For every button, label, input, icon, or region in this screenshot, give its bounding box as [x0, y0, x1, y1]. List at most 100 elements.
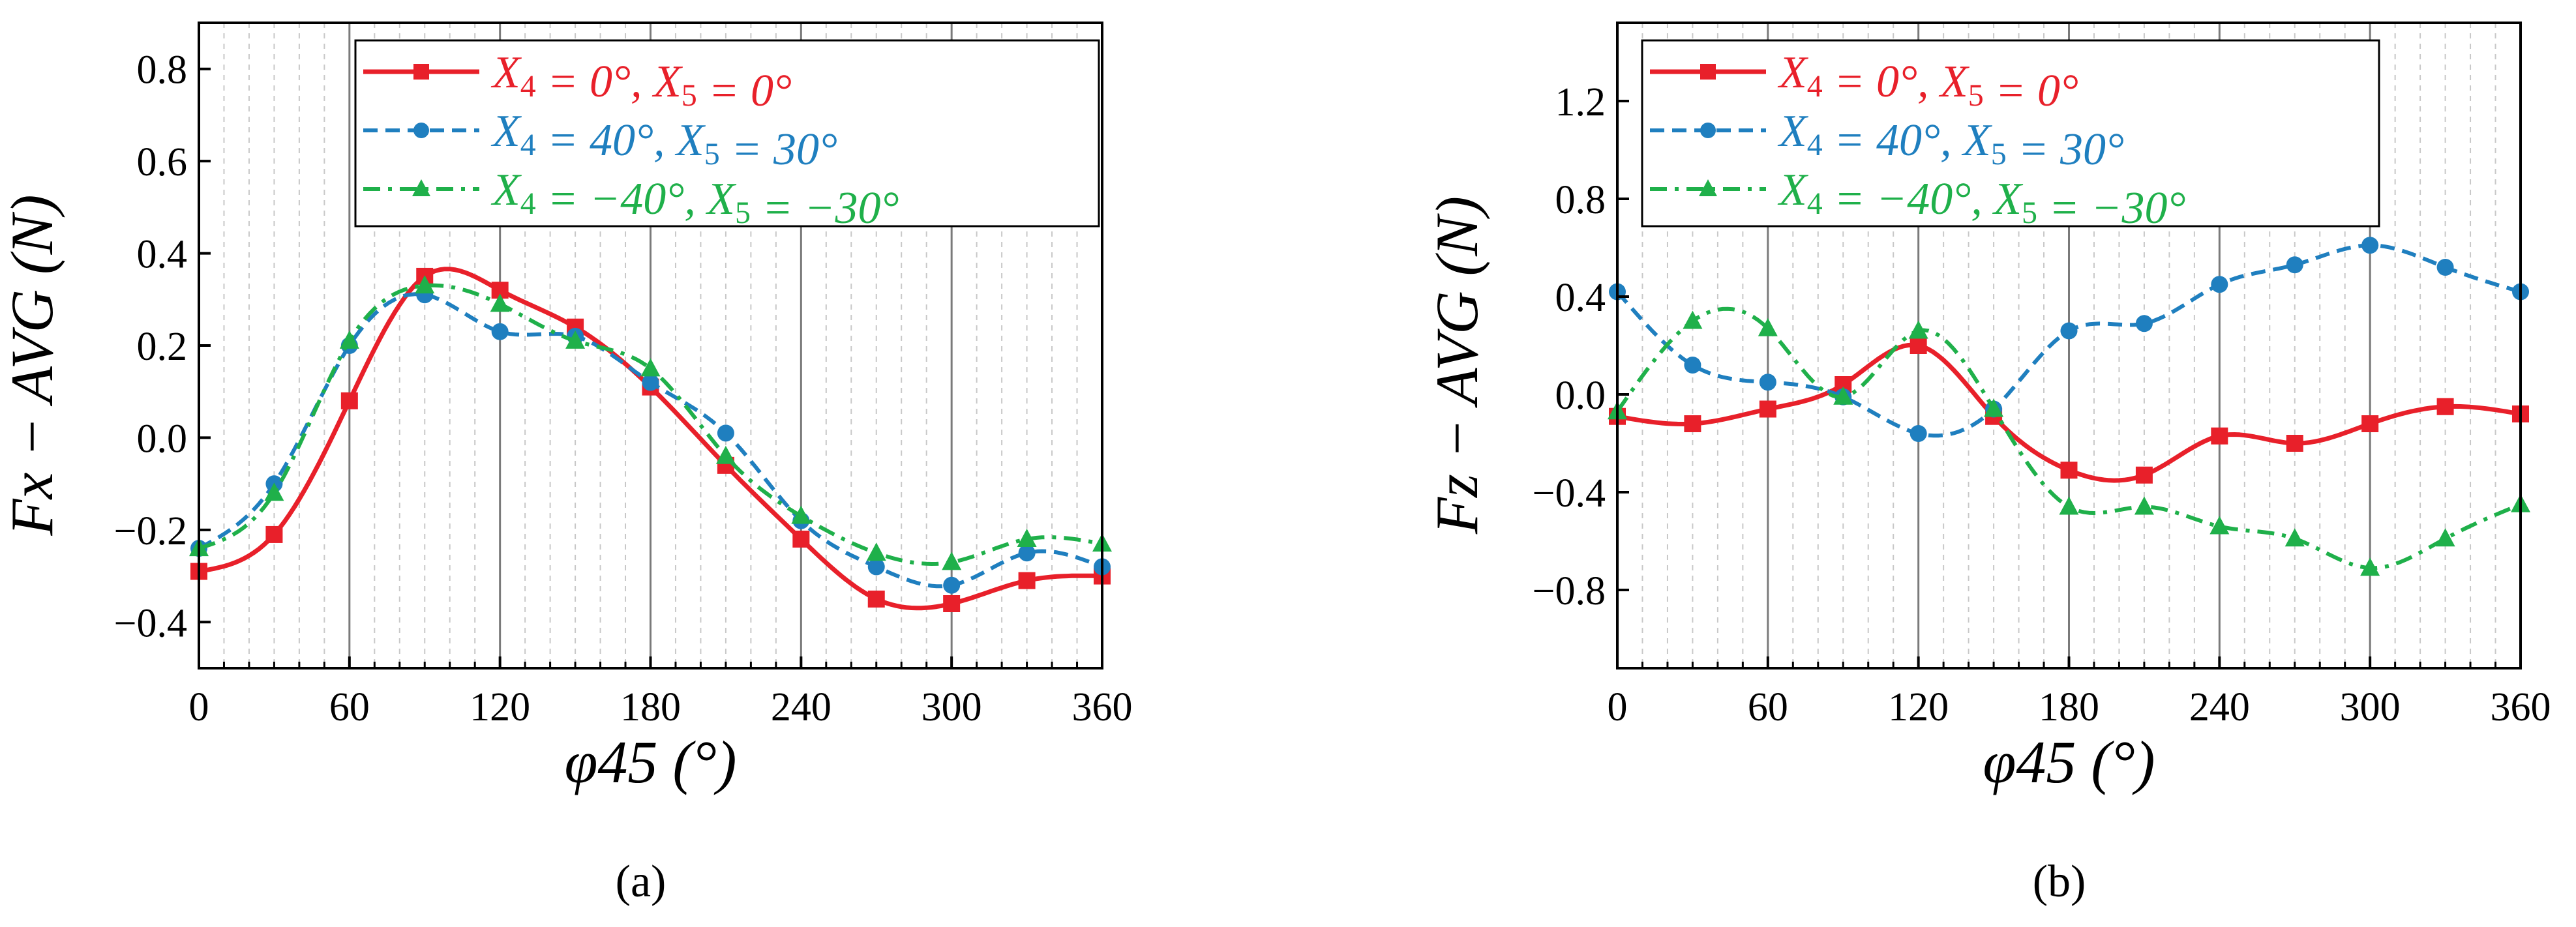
legend-text-part: X — [651, 57, 683, 107]
data-point — [2211, 276, 2228, 293]
legend-text-part: 5 — [1991, 137, 2007, 171]
data-point — [2436, 398, 2454, 415]
legend-text-part: 4 — [1807, 186, 1823, 221]
data-point — [2361, 415, 2379, 432]
legend-text-part: 5 — [704, 137, 720, 171]
y-tick-label: 0.4 — [1555, 276, 1606, 320]
legend-text-part: 4 — [520, 69, 536, 104]
legend-text-part: = −40°, — [1823, 174, 1994, 224]
x-tick-label: 240 — [771, 685, 831, 729]
data-point — [339, 330, 359, 349]
y-tick-label: 0.0 — [1555, 374, 1606, 418]
x-axis-title: φ45 (°) — [565, 729, 737, 795]
data-point — [2135, 315, 2153, 332]
y-tick-label: −0.2 — [114, 509, 187, 553]
x-tick-label: 60 — [329, 685, 370, 729]
data-point — [1759, 374, 1776, 391]
data-point — [1684, 357, 1701, 374]
legend-text-part: X — [1777, 165, 1809, 215]
legend-text-part: = 30° — [720, 125, 837, 175]
legend-label-2: X4 = −40°, X5 = −30° — [490, 165, 899, 233]
data-point — [1758, 317, 1778, 336]
legend-text-part: 5 — [681, 78, 697, 113]
data-point — [717, 424, 734, 442]
legend-text-part: X — [490, 165, 522, 215]
x-tick-label: 120 — [470, 685, 530, 729]
data-point — [640, 358, 661, 377]
y-tick-label: 0.8 — [1555, 178, 1606, 222]
data-point — [792, 531, 810, 548]
legend-text-part: X — [1938, 57, 1970, 107]
x-tick-label: 0 — [189, 685, 209, 729]
data-point — [1908, 320, 1928, 339]
data-point — [2435, 528, 2455, 547]
data-point — [491, 323, 509, 340]
x-tick-label: 360 — [2491, 685, 2551, 729]
chart-panel-a: 0 60 120 180 240 300 360 −0.4 −0.2 0.0 0.2 0.4 0.6 0.… — [0, 22, 1133, 907]
legend-text-part: = 0°, — [1823, 57, 1940, 107]
data-point — [1910, 337, 1927, 354]
legend-text-part: = 30° — [2007, 125, 2124, 175]
legend-text-part: = −30° — [2037, 183, 2185, 233]
legend-marker — [1700, 64, 1716, 80]
legend-text-part: = 0° — [697, 66, 792, 116]
legend-label-2: X4 = −40°, X5 = −30° — [1777, 165, 2185, 233]
data-point — [2360, 557, 2380, 576]
legend-label-1: X4 = 40°, X5 = 30° — [490, 106, 837, 175]
data-point — [415, 275, 435, 294]
data-point — [791, 505, 811, 524]
data-point — [2361, 237, 2379, 254]
legend-text-part: 4 — [1807, 128, 1823, 162]
data-point — [866, 542, 886, 561]
legend-label-0: X4 = 0°, X5 = 0° — [1777, 48, 2078, 116]
legend-text-part: 5 — [1968, 78, 1984, 113]
legend-text-part: X — [1961, 115, 1993, 166]
legend: X4 = 0°, X5 = 0°X4 = 40°, X5 = 30°X4 = −… — [354, 39, 1100, 233]
y-tick-label: 0.8 — [137, 48, 188, 93]
legend-text-part: = 0° — [1984, 66, 2078, 116]
data-point — [2286, 435, 2303, 452]
legend-text-part: = 0°, — [536, 57, 653, 107]
x-tick-label: 60 — [1748, 685, 1788, 729]
legend-text-part: = 40°, — [1823, 115, 1963, 166]
x-tick-label: 180 — [2039, 685, 2099, 729]
legend-marker — [1700, 123, 1716, 138]
data-point — [1984, 398, 2004, 417]
legend-text-part: X — [1777, 106, 1809, 156]
legend-text-part: X — [490, 106, 522, 156]
x-tick-label: 240 — [2189, 685, 2250, 729]
data-point — [2209, 516, 2230, 535]
panel-label: (a) — [616, 857, 666, 907]
y-tick-label: −0.4 — [1533, 471, 1606, 516]
data-point — [2284, 528, 2305, 547]
x-axis-title: φ45 (°) — [1983, 729, 2155, 795]
data-point — [2286, 256, 2303, 274]
legend-text-part: = 40°, — [536, 115, 676, 166]
y-tick-label: 0.0 — [137, 417, 188, 461]
legend-marker — [413, 123, 429, 138]
legend-label-1: X4 = 40°, X5 = 30° — [1777, 106, 2124, 175]
legend-text-part: 5 — [2022, 196, 2037, 230]
legend-text-part: 4 — [520, 128, 536, 162]
data-point — [867, 558, 885, 576]
data-point — [867, 590, 885, 608]
data-point — [2060, 322, 2078, 340]
x-tick-label: 0 — [1608, 685, 1628, 729]
y-tick-label: 0.6 — [137, 140, 188, 184]
x-tick-label: 300 — [2340, 685, 2401, 729]
legend-text-part: X — [705, 174, 737, 224]
x-tick-label: 120 — [1888, 685, 1949, 729]
data-point — [2059, 496, 2079, 515]
data-point — [943, 576, 961, 594]
data-point — [1759, 400, 1776, 418]
legend-marker — [413, 64, 429, 80]
data-point — [2436, 259, 2454, 276]
data-point — [264, 482, 284, 501]
legend-marker — [412, 179, 430, 196]
data-point — [490, 293, 510, 312]
legend-text-part: 4 — [1807, 69, 1823, 104]
data-point — [1684, 415, 1701, 432]
data-point — [1833, 386, 1853, 405]
data-point — [1018, 572, 1036, 589]
x-tick-label: 360 — [1072, 685, 1133, 729]
